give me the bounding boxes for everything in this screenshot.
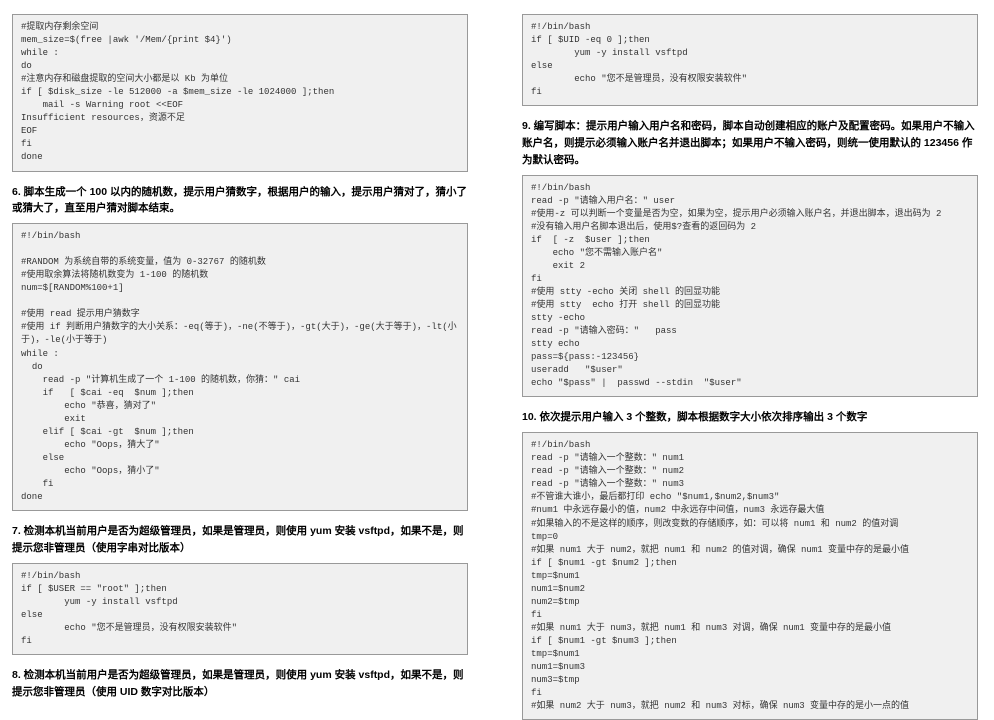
heading-9: 9. 编写脚本：提示用户输入用户名和密码，脚本自动创建相应的账户及配置密码。如果…: [522, 118, 978, 168]
left-page: #提取内存剩余空间 mem_size=$(free |awk '/Mem/{pr…: [0, 0, 480, 648]
heading-6: 6. 脚本生成一个 100 以内的随机数，提示用户猜数字，根据用户的输入，提示用…: [12, 184, 468, 218]
heading-7: 7. 检测本机当前用户是否为超级管理员，如果是管理员，则使用 yum 安装 vs…: [12, 523, 468, 557]
code-block-4: #!/bin/bash if [ $UID -eq 0 ];then yum -…: [522, 14, 978, 106]
right-page: #!/bin/bash if [ $UID -eq 0 ];then yum -…: [510, 0, 990, 648]
code-block-2: #!/bin/bash #RANDOM 为系统自带的系统变量，值为 0-3276…: [12, 223, 468, 511]
code-block-6: #!/bin/bash read -p "请输入一个整数：" num1 read…: [522, 432, 978, 720]
code-block-1: #提取内存剩余空间 mem_size=$(free |awk '/Mem/{pr…: [12, 14, 468, 172]
code-block-5: #!/bin/bash read -p "请输入用户名：" user #使用-z…: [522, 175, 978, 398]
heading-10: 10. 依次提示用户输入 3 个整数，脚本根据数字大小依次排序输出 3 个数字: [522, 409, 978, 426]
code-block-3: #!/bin/bash if [ $USER == "root" ];then …: [12, 563, 468, 655]
heading-8: 8. 检测本机当前用户是否为超级管理员，如果是管理员，则使用 yum 安装 vs…: [12, 667, 468, 701]
